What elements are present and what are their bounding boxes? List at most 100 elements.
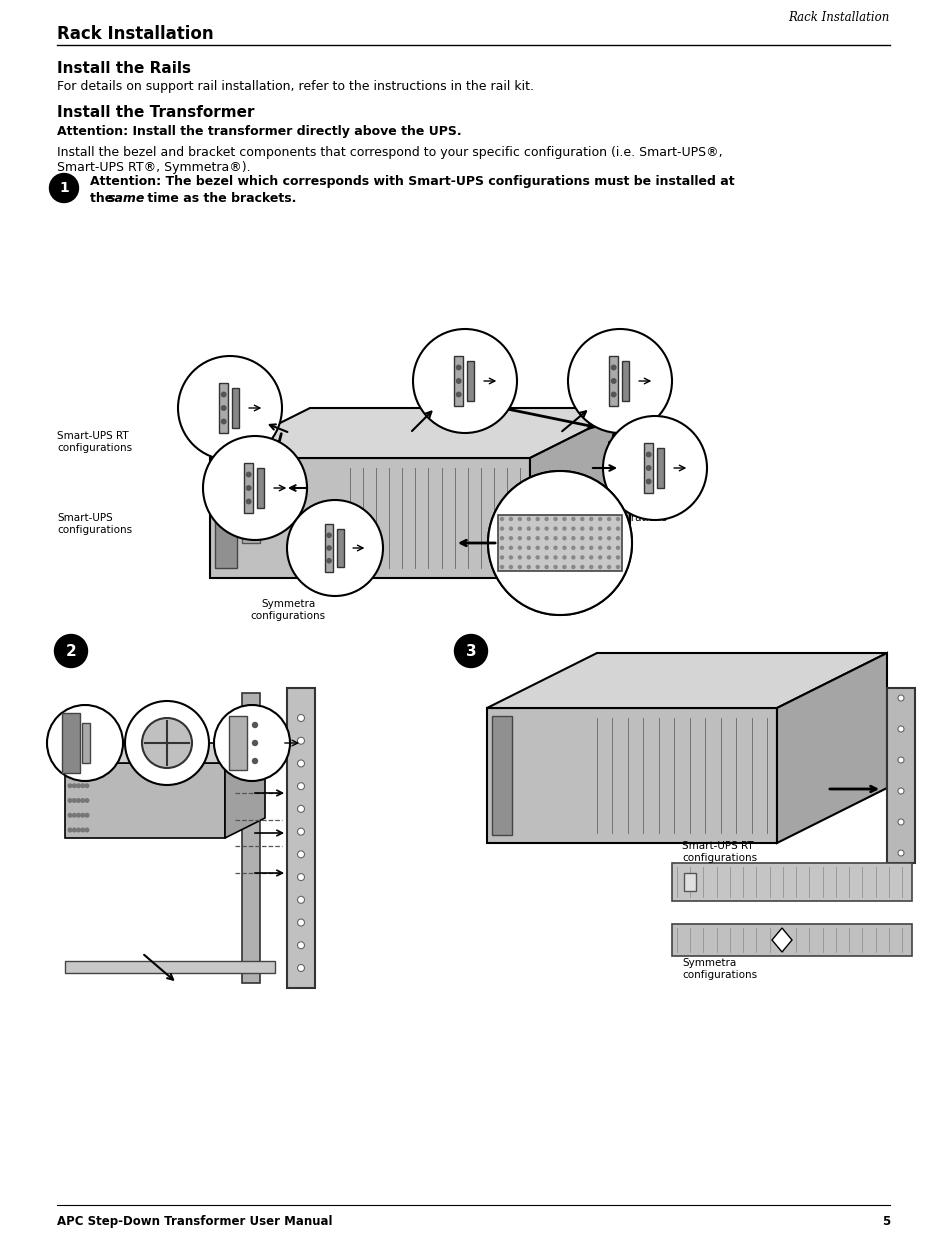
Circle shape — [898, 695, 904, 701]
Circle shape — [581, 537, 584, 539]
FancyBboxPatch shape — [454, 355, 463, 406]
Text: Install the Transformer: Install the Transformer — [57, 104, 254, 121]
Circle shape — [518, 556, 522, 559]
Circle shape — [545, 517, 549, 521]
Circle shape — [545, 537, 549, 539]
Circle shape — [327, 546, 331, 551]
Circle shape — [413, 329, 517, 433]
Circle shape — [298, 942, 304, 948]
Circle shape — [72, 769, 76, 773]
Circle shape — [545, 547, 549, 549]
Circle shape — [572, 537, 574, 539]
Text: Symmetra
configurations: Symmetra configurations — [251, 599, 326, 620]
Circle shape — [253, 722, 257, 727]
Circle shape — [72, 799, 76, 802]
Circle shape — [456, 393, 461, 397]
Circle shape — [545, 556, 549, 559]
Circle shape — [68, 769, 72, 773]
Circle shape — [85, 813, 89, 817]
Circle shape — [253, 758, 257, 763]
Circle shape — [55, 634, 88, 667]
Circle shape — [488, 471, 632, 615]
Circle shape — [554, 547, 557, 549]
Circle shape — [500, 527, 503, 530]
Circle shape — [608, 527, 610, 530]
Circle shape — [568, 329, 672, 433]
Text: same: same — [108, 193, 145, 205]
Circle shape — [554, 537, 557, 539]
FancyBboxPatch shape — [325, 525, 333, 572]
Circle shape — [616, 517, 620, 521]
Circle shape — [500, 517, 503, 521]
Circle shape — [456, 379, 461, 383]
Circle shape — [214, 705, 290, 781]
FancyBboxPatch shape — [610, 355, 618, 406]
Circle shape — [563, 527, 566, 530]
Circle shape — [598, 537, 601, 539]
Circle shape — [590, 527, 593, 530]
Circle shape — [510, 556, 512, 559]
Circle shape — [518, 566, 522, 568]
Circle shape — [616, 556, 620, 559]
Text: Smart-UPS RT
configurations: Smart-UPS RT configurations — [682, 842, 758, 863]
FancyBboxPatch shape — [622, 362, 629, 400]
Circle shape — [898, 788, 904, 794]
Text: time as the brackets.: time as the brackets. — [143, 193, 297, 205]
Circle shape — [647, 480, 651, 484]
Circle shape — [616, 566, 620, 568]
Circle shape — [298, 783, 304, 789]
Circle shape — [298, 896, 304, 904]
Circle shape — [898, 819, 904, 825]
Text: Smart-UPS
configurations: Smart-UPS configurations — [592, 501, 667, 522]
Circle shape — [81, 799, 84, 802]
Circle shape — [616, 527, 620, 530]
FancyBboxPatch shape — [287, 687, 315, 988]
Circle shape — [298, 965, 304, 972]
Circle shape — [298, 759, 304, 767]
Text: Symmetra
configurations: Symmetra configurations — [682, 958, 758, 979]
Circle shape — [608, 537, 610, 539]
Circle shape — [518, 517, 522, 521]
Circle shape — [572, 566, 574, 568]
Circle shape — [527, 566, 530, 568]
Circle shape — [68, 799, 72, 802]
Circle shape — [47, 705, 123, 781]
Circle shape — [563, 537, 566, 539]
Circle shape — [81, 813, 84, 817]
Polygon shape — [210, 408, 630, 457]
Circle shape — [518, 537, 522, 539]
Circle shape — [608, 566, 610, 568]
Text: Install the Rails: Install the Rails — [57, 61, 191, 76]
Text: the: the — [91, 193, 118, 205]
Circle shape — [608, 556, 610, 559]
Circle shape — [518, 527, 522, 530]
FancyBboxPatch shape — [244, 462, 253, 513]
Circle shape — [527, 527, 530, 530]
Circle shape — [647, 452, 651, 456]
Circle shape — [298, 737, 304, 745]
Circle shape — [563, 556, 566, 559]
FancyBboxPatch shape — [229, 716, 247, 769]
Circle shape — [298, 715, 304, 721]
Circle shape — [500, 556, 503, 559]
Circle shape — [572, 556, 574, 559]
Text: Install the bezel and bracket components that correspond to your specific config: Install the bezel and bracket components… — [57, 145, 722, 159]
Circle shape — [81, 784, 84, 788]
Circle shape — [554, 566, 557, 568]
Circle shape — [616, 547, 620, 549]
Circle shape — [85, 828, 89, 832]
Polygon shape — [487, 653, 887, 709]
Polygon shape — [210, 457, 530, 578]
Circle shape — [590, 547, 593, 549]
Circle shape — [510, 517, 512, 521]
Circle shape — [608, 517, 610, 521]
Polygon shape — [225, 743, 265, 838]
Circle shape — [72, 784, 76, 788]
Circle shape — [68, 813, 72, 817]
Text: 3: 3 — [465, 644, 476, 659]
Circle shape — [221, 393, 226, 397]
Text: Rack Installation: Rack Installation — [789, 11, 890, 24]
Circle shape — [221, 419, 226, 424]
Circle shape — [500, 547, 503, 549]
Circle shape — [125, 701, 209, 786]
